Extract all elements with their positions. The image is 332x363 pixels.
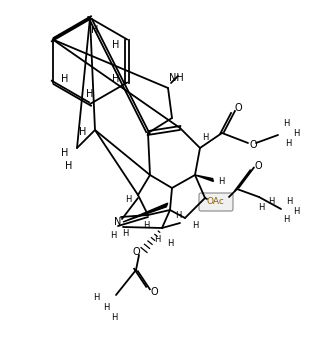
Text: O: O (132, 247, 140, 257)
Text: H: H (65, 161, 73, 171)
Text: H: H (283, 215, 289, 224)
Text: H: H (167, 238, 173, 248)
Text: H: H (103, 302, 109, 311)
Text: H: H (258, 203, 264, 212)
Text: H: H (91, 25, 99, 35)
Text: H: H (202, 134, 208, 143)
Text: H: H (175, 211, 181, 220)
Polygon shape (123, 203, 168, 222)
Text: O: O (234, 103, 242, 113)
Text: H: H (268, 197, 274, 207)
Text: NH: NH (169, 73, 183, 83)
Text: H: H (283, 118, 289, 127)
Text: H: H (61, 148, 69, 158)
Text: H: H (286, 196, 292, 205)
Text: H: H (79, 127, 87, 137)
FancyBboxPatch shape (199, 193, 233, 211)
Text: H: H (285, 139, 291, 147)
Text: H: H (122, 229, 128, 238)
Text: H: H (111, 313, 117, 322)
Text: H: H (86, 89, 94, 99)
Text: O: O (254, 161, 262, 171)
Text: H: H (143, 220, 149, 229)
Text: O: O (150, 287, 158, 297)
Text: N: N (114, 217, 122, 227)
Text: H: H (112, 41, 119, 50)
Text: OAc: OAc (206, 196, 224, 205)
Text: H: H (218, 176, 224, 185)
Text: O: O (249, 140, 257, 150)
Text: H: H (293, 129, 299, 138)
Polygon shape (195, 175, 213, 182)
Text: H: H (125, 196, 131, 204)
Text: H: H (93, 294, 99, 302)
Text: H: H (112, 73, 119, 83)
Text: H: H (110, 232, 116, 241)
Text: H: H (293, 207, 299, 216)
Text: H: H (192, 221, 198, 231)
Text: H: H (154, 236, 160, 245)
Text: H: H (61, 73, 68, 83)
